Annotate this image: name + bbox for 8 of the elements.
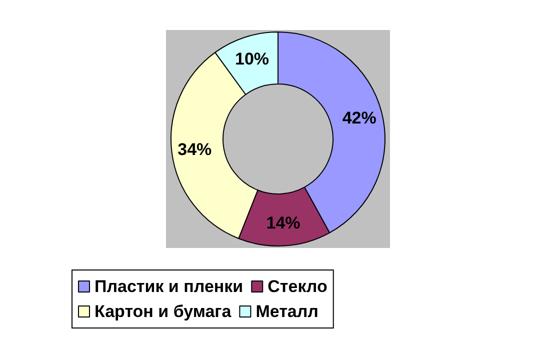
- legend-label: Картон и бумага: [94, 302, 232, 321]
- legend-label: Стекло: [268, 277, 328, 296]
- data-label: 14%: [266, 213, 300, 232]
- data-label: 10%: [235, 50, 270, 69]
- data-label: 42%: [342, 108, 376, 128]
- legend-label: Пластик и пленки: [94, 277, 244, 296]
- data-label: 34%: [178, 140, 212, 160]
- legend-label: Металл: [256, 302, 318, 321]
